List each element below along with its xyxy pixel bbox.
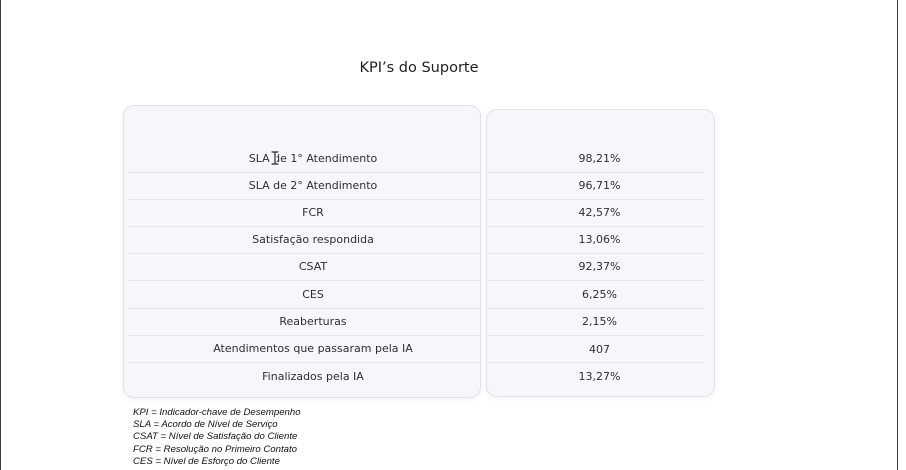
kpi-value-sla-1: 98,21% — [578, 152, 621, 165]
kpi-label-sla-2: SLA de 2° Atendimento — [248, 179, 378, 192]
kpi-value-sla-2: 96,71% — [578, 179, 621, 192]
row-divider — [486, 280, 704, 281]
row-divider — [128, 172, 481, 173]
page-title: KPI’s do Suporte — [359, 60, 479, 76]
kpi-label-fcr: FCR — [302, 206, 324, 219]
kpi-label-reaberturas: Reaberturas — [279, 315, 347, 328]
row-divider — [486, 308, 704, 309]
footnote-csat: CSAT = Nível de Satisfação do Cliente — [133, 431, 298, 443]
row-divider — [128, 280, 481, 281]
text-cursor-icon — [270, 151, 280, 165]
footnote-fcr: FCR = Resolução no Primeiro Contato — [133, 443, 297, 455]
kpi-label-ces: CES — [302, 288, 324, 301]
row-divider — [486, 335, 704, 336]
kpi-value-finalizados-ia: 13,27% — [578, 370, 621, 383]
row-divider — [486, 172, 704, 173]
footnote-ces: CES = Nível de Esforço do Cliente — [133, 455, 280, 467]
kpi-value-satisfacao: 13,06% — [578, 233, 621, 246]
row-divider — [486, 226, 704, 227]
row-divider — [486, 199, 704, 200]
row-divider — [128, 226, 481, 227]
window-left-edge — [0, 0, 1, 470]
row-divider — [128, 308, 481, 309]
footnote-kpi: KPI = Indicador-chave de Desempenho — [133, 407, 301, 418]
kpi-label-satisfacao: Satisfação respondida — [252, 233, 374, 246]
kpi-value-ces: 6,25% — [582, 288, 617, 301]
row-divider — [128, 362, 481, 363]
footnote-sla: SLA = Acordo de Nível de Serviço — [133, 419, 278, 431]
row-divider — [128, 335, 481, 336]
row-divider — [486, 362, 704, 363]
row-divider — [128, 199, 481, 200]
row-divider — [486, 253, 704, 254]
kpi-labels-card — [123, 105, 481, 398]
footnotes: KPI = Indicador-chave de Desempenho SLA … — [133, 407, 301, 468]
kpi-value-csat: 92,37% — [578, 260, 621, 273]
kpi-label-sla-1: SLA de 1° Atendimento — [248, 152, 378, 165]
row-divider — [128, 253, 481, 254]
kpi-label-csat: CSAT — [298, 260, 328, 273]
kpi-value-fcr: 42,57% — [578, 206, 621, 219]
kpi-label-atendimentos-ia: Atendimentos que passaram pela IA — [213, 342, 413, 355]
window-right-edge — [897, 0, 898, 470]
kpi-value-atendimentos-ia: 407 — [589, 343, 610, 356]
kpi-value-reaberturas: 2,15% — [582, 315, 617, 328]
kpi-label-finalizados-ia: Finalizados pela IA — [262, 370, 364, 383]
